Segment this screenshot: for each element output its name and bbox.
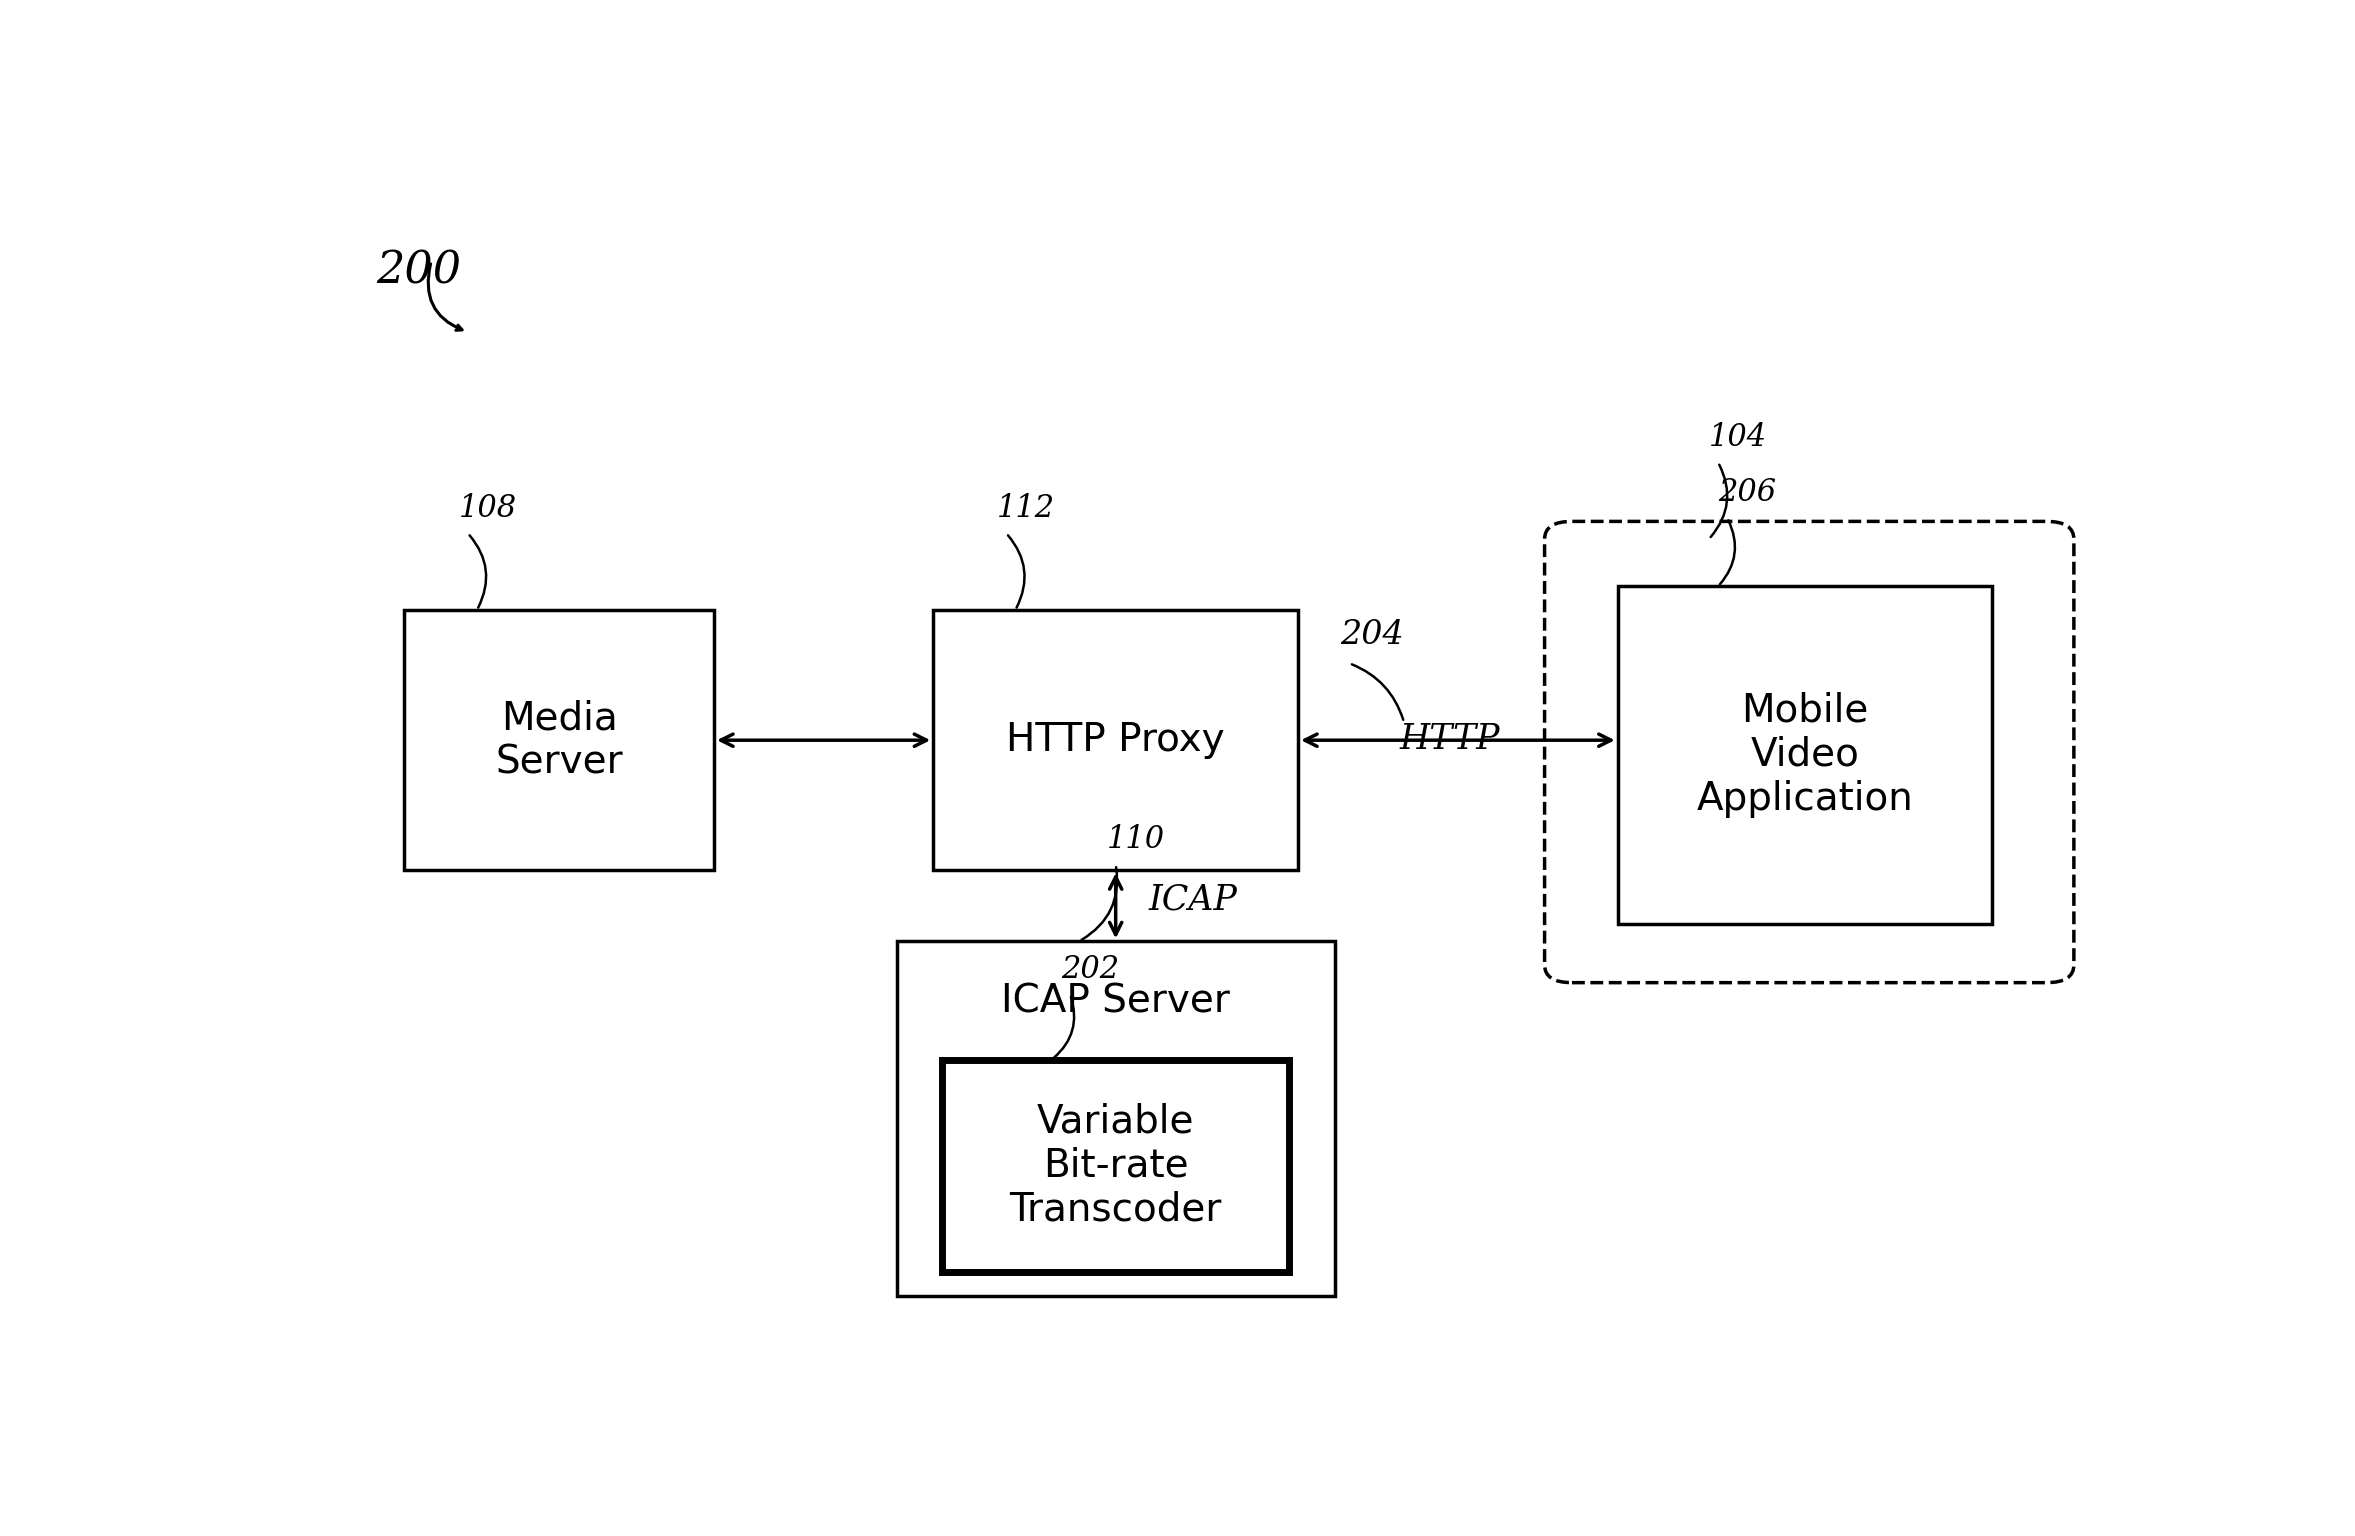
Text: 108: 108: [459, 493, 516, 524]
Bar: [405, 610, 714, 871]
Text: 110: 110: [1107, 823, 1166, 856]
Text: Variable
Bit-rate
Transcoder: Variable Bit-rate Transcoder: [1010, 1103, 1222, 1229]
Text: 104: 104: [1710, 422, 1766, 453]
Text: 202: 202: [1060, 954, 1119, 985]
Bar: [933, 610, 1298, 871]
Bar: [1618, 587, 1992, 923]
Text: 204: 204: [1340, 619, 1404, 651]
Text: 112: 112: [996, 493, 1055, 524]
Text: ICAP Server: ICAP Server: [1001, 983, 1229, 1020]
Text: HTTP: HTTP: [1399, 722, 1500, 756]
Text: 206: 206: [1719, 478, 1776, 508]
Text: HTTP Proxy: HTTP Proxy: [1006, 722, 1225, 759]
Text: ICAP: ICAP: [1149, 883, 1236, 917]
Bar: [897, 942, 1335, 1296]
Text: 200: 200: [377, 249, 462, 292]
Text: Media
Server: Media Server: [495, 699, 622, 782]
FancyBboxPatch shape: [1545, 521, 2075, 983]
Text: Mobile
Video
Application: Mobile Video Application: [1696, 693, 1912, 819]
Bar: [942, 1060, 1288, 1272]
